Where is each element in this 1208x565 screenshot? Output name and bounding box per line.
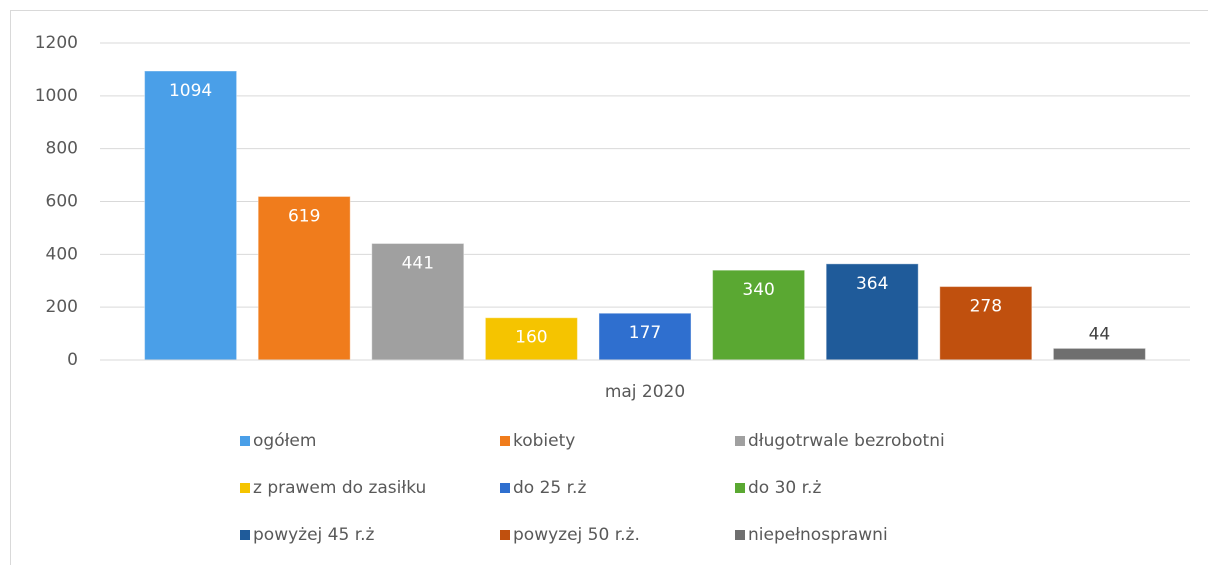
legend-marker xyxy=(735,530,745,540)
y-tick-label: 800 xyxy=(46,139,78,159)
y-tick-label: 400 xyxy=(46,244,78,264)
legend-label: niepełnosprawni xyxy=(748,525,888,545)
legend-marker xyxy=(240,483,250,493)
data-label: 340 xyxy=(742,280,774,300)
bar xyxy=(598,312,692,361)
chart-frame xyxy=(10,10,1208,565)
legend-label: ogółem xyxy=(253,431,316,451)
y-tick-label: 0 xyxy=(67,350,78,370)
y-tick-label: 600 xyxy=(46,192,78,212)
x-tick-label: maj 2020 xyxy=(605,382,685,402)
data-label: 44 xyxy=(1089,324,1111,344)
data-label: 177 xyxy=(629,323,661,343)
y-tick-label: 1200 xyxy=(35,33,78,53)
legend-marker xyxy=(500,530,510,540)
legend-marker xyxy=(500,483,510,493)
y-tick-label: 1000 xyxy=(35,86,78,106)
bar xyxy=(484,317,578,361)
legend-label: powyżej 45 r.ż xyxy=(253,525,375,545)
legend-marker xyxy=(240,530,250,540)
data-label: 1094 xyxy=(169,81,212,101)
bar xyxy=(371,243,465,361)
data-label: 364 xyxy=(856,274,888,294)
legend-label: długotrwale bezrobotni xyxy=(748,431,945,451)
legend-label: powyzej 50 r.ż. xyxy=(513,525,640,545)
data-label: 278 xyxy=(970,297,1002,317)
bar xyxy=(1052,347,1146,361)
legend-label: kobiety xyxy=(513,431,575,451)
bar xyxy=(257,195,351,361)
bar xyxy=(712,269,806,361)
y-tick-label: 200 xyxy=(46,297,78,317)
data-label: 160 xyxy=(515,328,547,348)
legend-marker xyxy=(240,436,250,446)
legend-marker xyxy=(735,436,745,446)
data-label: 441 xyxy=(402,254,434,274)
legend-label: z prawem do zasiłku xyxy=(253,478,426,498)
legend-label: do 30 r.ż xyxy=(748,478,821,498)
bar xyxy=(144,70,238,361)
legend-label: do 25 r.ż xyxy=(513,478,586,498)
legend-marker xyxy=(735,483,745,493)
data-label: 619 xyxy=(288,206,320,226)
legend-marker xyxy=(500,436,510,446)
